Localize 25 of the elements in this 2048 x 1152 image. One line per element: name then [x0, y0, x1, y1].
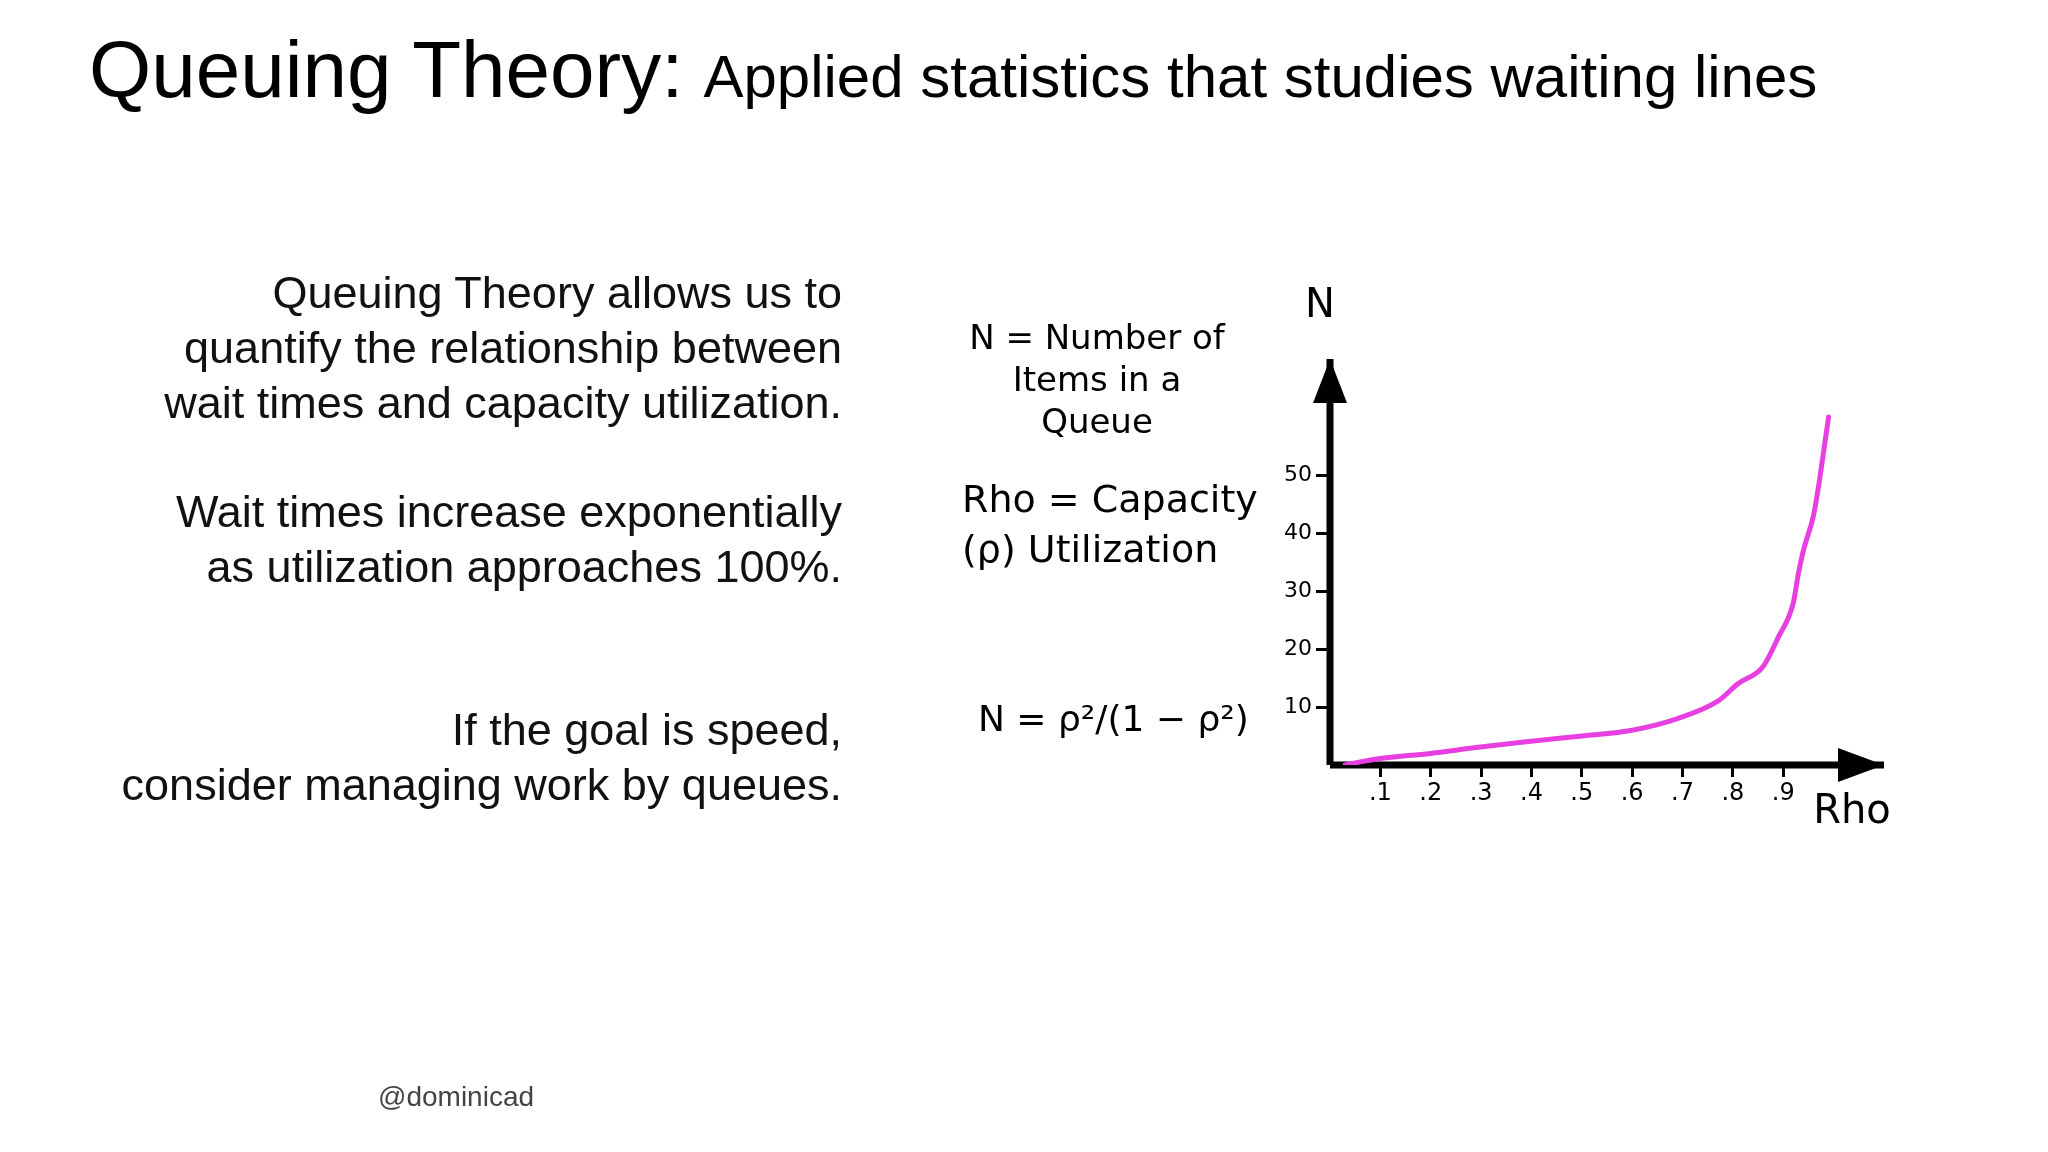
text: Queuing Theory allows us to quantify the relationship between wait times and capacity utilization. [164, 266, 842, 430]
x-axis-title: Rho [1813, 786, 1891, 833]
x-tick-label: .7 [1671, 777, 1694, 806]
x-tick-label: .1 [1368, 777, 1392, 806]
y-tick-label: 50 [1284, 460, 1312, 486]
chart-subtitle: Applied statistics that studies waiting lines [703, 43, 1818, 110]
text: N = Number of Items in a Queue [968, 316, 1227, 442]
x-tick-label: .9 [1771, 777, 1795, 806]
y-tick-label: 40 [1284, 518, 1312, 544]
y-tick-label: 10 [1284, 692, 1312, 718]
x-tick-label: .8 [1721, 777, 1745, 806]
y-tick-label: 30 [1284, 576, 1312, 602]
text: Rho = Capacity (ρ) Utilization [962, 476, 1258, 573]
x-tick-label: .2 [1419, 777, 1443, 806]
x-tick-label: .4 [1520, 777, 1543, 806]
x-tick-label: .6 [1620, 777, 1644, 806]
text: Queuing Theory: [89, 25, 684, 114]
y-axis-title: N [1305, 280, 1335, 327]
text: If the goal is speed, consider managing work by queues. [121, 703, 842, 812]
x-tick-label: .5 [1570, 777, 1594, 806]
text: Wait times increase exponentially as utilization approaches 100%. [175, 485, 842, 594]
y-tick-label: 20 [1284, 634, 1312, 660]
text: N = ρ²/(1 − ρ²) [978, 697, 1249, 741]
x-tick-label: .3 [1469, 777, 1493, 806]
text: @dominicad [378, 1080, 535, 1114]
